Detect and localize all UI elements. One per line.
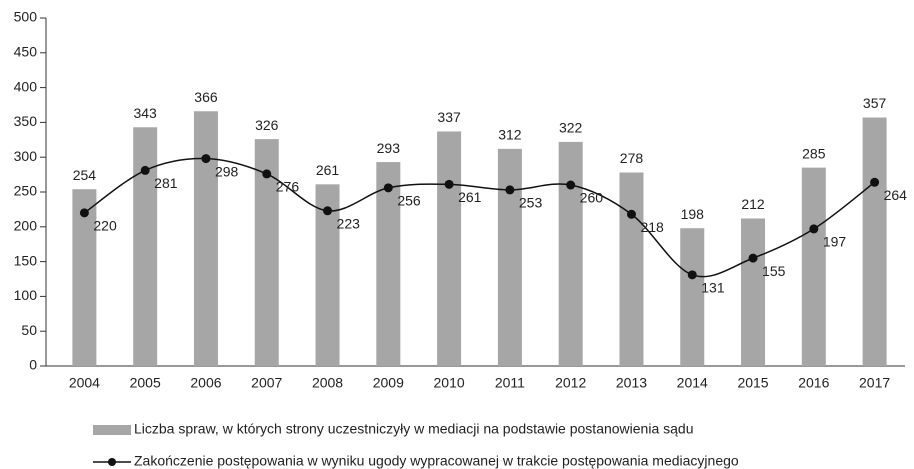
y-tick-label: 350 bbox=[14, 113, 38, 129]
y-tick-label: 50 bbox=[21, 322, 37, 338]
line-label: 253 bbox=[519, 195, 543, 211]
bar-label: 254 bbox=[73, 167, 97, 183]
x-tick-label: 2011 bbox=[495, 375, 525, 391]
line-label: 260 bbox=[580, 190, 604, 206]
line-label: 197 bbox=[823, 234, 847, 250]
line-point bbox=[505, 185, 515, 195]
bar bbox=[437, 131, 462, 366]
y-tick-label: 300 bbox=[14, 148, 38, 164]
line-point bbox=[201, 154, 211, 164]
y-tick-label: 150 bbox=[14, 252, 38, 268]
y-tick-label: 450 bbox=[14, 44, 38, 60]
bar bbox=[558, 141, 583, 366]
bar bbox=[497, 148, 522, 366]
line-label: 298 bbox=[215, 163, 239, 179]
line-label: 261 bbox=[458, 189, 482, 205]
bar-label: 198 bbox=[681, 206, 705, 222]
line-label: 223 bbox=[337, 215, 361, 231]
y-tick-label: 200 bbox=[14, 218, 38, 234]
y-tick-label: 250 bbox=[14, 183, 38, 199]
line-label: 131 bbox=[701, 280, 725, 296]
legend-label: Zakończenie postępowania w wyniku ugody … bbox=[134, 453, 739, 469]
y-tick-label: 100 bbox=[14, 287, 38, 303]
bar bbox=[376, 162, 401, 366]
line-label: 256 bbox=[397, 193, 421, 209]
bar bbox=[862, 117, 887, 366]
line-point bbox=[262, 169, 272, 179]
bar-label: 312 bbox=[498, 127, 522, 143]
line-label: 281 bbox=[154, 175, 178, 191]
line-label: 218 bbox=[640, 219, 664, 235]
x-tick-label: 2008 bbox=[312, 375, 343, 391]
bar-label: 278 bbox=[620, 150, 644, 166]
x-tick-label: 2012 bbox=[555, 375, 586, 391]
bar-label: 285 bbox=[802, 145, 826, 161]
line-point bbox=[323, 206, 333, 216]
legend-swatch bbox=[93, 425, 131, 435]
line-point bbox=[687, 270, 697, 280]
bar-label: 261 bbox=[316, 162, 340, 178]
bar bbox=[680, 228, 705, 366]
x-tick-label: 2004 bbox=[69, 375, 100, 391]
x-tick-label: 2005 bbox=[130, 375, 161, 391]
line-point bbox=[870, 177, 880, 187]
bar bbox=[801, 167, 826, 366]
line-point bbox=[748, 253, 758, 263]
y-tick-label: 400 bbox=[14, 78, 38, 94]
x-tick-label: 2006 bbox=[190, 375, 221, 391]
bar-label: 337 bbox=[437, 109, 461, 125]
line-label: 264 bbox=[884, 187, 908, 203]
line-label: 220 bbox=[93, 218, 117, 234]
bar bbox=[619, 172, 644, 366]
bar-label: 366 bbox=[194, 89, 218, 105]
x-tick-label: 2007 bbox=[251, 375, 282, 391]
bar-label: 212 bbox=[741, 196, 765, 212]
legend-label: Liczba spraw, w których strony uczestnic… bbox=[134, 421, 694, 437]
line-label: 155 bbox=[762, 263, 786, 279]
x-tick-label: 2009 bbox=[373, 375, 404, 391]
legend-swatch-point bbox=[108, 458, 116, 466]
y-tick-label: 500 bbox=[14, 9, 38, 25]
bar bbox=[193, 111, 218, 366]
line-point bbox=[140, 165, 150, 175]
x-tick-label: 2016 bbox=[798, 375, 829, 391]
x-tick-label: 2013 bbox=[616, 375, 647, 391]
x-tick-label: 2017 bbox=[859, 375, 890, 391]
line-point bbox=[809, 224, 819, 234]
bar bbox=[72, 189, 97, 366]
line-point bbox=[626, 209, 636, 219]
line-label: 276 bbox=[276, 179, 300, 195]
bar-label: 326 bbox=[255, 117, 279, 133]
x-tick-label: 2014 bbox=[677, 375, 708, 391]
bar bbox=[133, 127, 158, 366]
x-tick-label: 2010 bbox=[434, 375, 465, 391]
bar-label: 357 bbox=[863, 95, 887, 111]
line-point bbox=[566, 180, 576, 190]
x-tick-label: 2015 bbox=[737, 375, 768, 391]
y-tick-label: 0 bbox=[29, 357, 37, 373]
bar-label: 322 bbox=[559, 120, 583, 136]
line-point bbox=[79, 208, 89, 218]
bar-label: 343 bbox=[133, 105, 157, 121]
bar-label: 293 bbox=[377, 140, 401, 156]
line-point bbox=[444, 179, 454, 189]
line-point bbox=[383, 183, 393, 193]
bar bbox=[741, 218, 766, 366]
